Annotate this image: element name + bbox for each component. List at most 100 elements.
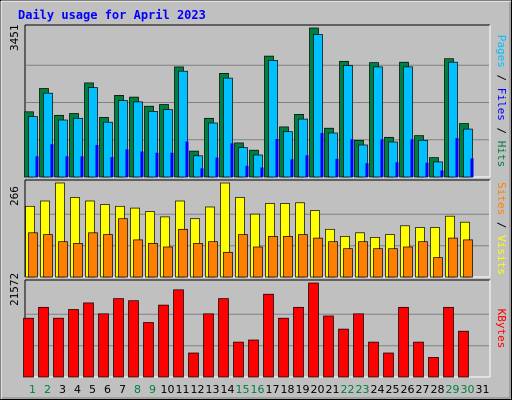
bar-sites-day-26 [403, 246, 413, 278]
x-tick-day-7: 7 [119, 383, 126, 396]
bar-files-day-19 [298, 118, 308, 178]
bar-kbytes-day-21 [323, 315, 334, 378]
bar-pages-day-16 [260, 167, 264, 177]
x-tick-day-16: 16 [251, 383, 265, 396]
bar-files-day-10 [163, 109, 173, 178]
bar-sites-day-4 [73, 243, 83, 278]
bar-kbytes-day-16 [248, 339, 259, 378]
series-axis-label-part: Files [495, 88, 508, 121]
bar-kbytes-day-18 [278, 317, 289, 378]
bar-pages-day-5 [95, 145, 99, 177]
bar-kbytes-day-26 [398, 306, 409, 378]
y-max-label: 266 [8, 186, 21, 206]
x-tick-day-12: 12 [191, 383, 205, 396]
bar-sites-day-18 [283, 236, 293, 278]
bar-pages-day-27 [425, 162, 429, 177]
x-tick-day-5: 5 [89, 383, 96, 396]
bar-pages-day-21 [335, 158, 339, 177]
series-axis-label-part: Visits [495, 235, 508, 275]
series-axis-label-part: Pages [495, 35, 508, 68]
bar-kbytes-day-24 [368, 341, 379, 378]
bar-files-day-13 [208, 122, 218, 178]
bar-files-day-9 [148, 111, 158, 178]
bar-files-day-20 [313, 34, 323, 178]
bar-files-day-14 [223, 77, 233, 178]
bar-files-day-25 [388, 141, 398, 178]
x-tick-day-21: 21 [326, 383, 340, 396]
bar-sites-day-14 [223, 251, 233, 278]
bar-files-day-22 [343, 65, 353, 178]
bar-kbytes-day-19 [293, 306, 304, 378]
x-tick-day-31: 31 [476, 383, 490, 396]
bar-pages-day-29 [455, 138, 459, 177]
bar-kbytes-day-30 [458, 330, 469, 378]
bar-files-day-7 [118, 100, 128, 178]
bar-sites-day-6 [103, 234, 113, 278]
bar-files-day-8 [133, 101, 143, 178]
series-axis-label-part: / [495, 215, 508, 235]
bar-sites-day-11 [178, 228, 188, 278]
bar-sites-day-29 [448, 237, 458, 278]
x-tick-day-24: 24 [371, 383, 385, 396]
bar-pages-day-25 [395, 162, 399, 177]
bar-pages-day-12 [200, 168, 204, 177]
bar-files-day-2 [43, 92, 53, 178]
bar-pages-day-15 [245, 165, 249, 177]
bar-files-day-1 [28, 116, 38, 178]
x-tick-day-14: 14 [221, 383, 235, 396]
bar-kbytes-day-22 [338, 328, 349, 378]
bar-kbytes-day-12 [188, 352, 199, 378]
bar-kbytes-day-9 [143, 322, 154, 378]
series-axis-label: KBytes [495, 309, 508, 349]
bar-sites-day-10 [163, 246, 173, 278]
bar-files-day-11 [178, 70, 188, 178]
series-axis-label-part: KBytes [495, 309, 508, 349]
bar-kbytes-day-15 [233, 341, 244, 378]
x-tick-day-11: 11 [176, 383, 190, 396]
bar-files-day-3 [58, 119, 68, 178]
bar-sites-day-7 [118, 218, 128, 278]
bar-kbytes-day-8 [128, 300, 139, 378]
bar-kbytes-day-4 [68, 309, 79, 378]
chart-panels: 3451 Pages / Files / Hits 266 Sites / Visit… [8, 24, 508, 378]
bar-pages-day-28 [440, 170, 444, 177]
panel-kbytes: 21572 KBytes [8, 273, 508, 378]
x-axis-ticks: 1 2 3 4 5 6 7 8 9 10 11 12 13 14 15 16 17 18 19 20 21 22 23 24 2… [29, 383, 490, 396]
bar-pages-day-9 [155, 152, 159, 177]
x-tick-day-4: 4 [74, 383, 81, 396]
bar-pages-day-8 [140, 151, 144, 177]
bar-files-day-23 [358, 144, 368, 178]
x-tick-day-26: 26 [401, 383, 415, 396]
bar-kbytes-day-6 [98, 313, 109, 378]
bar-files-day-21 [328, 132, 338, 178]
bar-sites-day-16 [253, 246, 263, 278]
bar-pages-day-24 [380, 139, 384, 177]
y-max-label: 3451 [8, 25, 21, 52]
panel-visits_sites: 266 Sites / Visits [8, 179, 508, 278]
bar-sites-day-28 [433, 257, 443, 278]
x-tick-day-18: 18 [281, 383, 295, 396]
bar-files-day-5 [88, 87, 98, 178]
bar-kbytes-day-28 [428, 357, 439, 378]
bar-pages-day-14 [230, 143, 234, 177]
bar-sites-day-19 [298, 234, 308, 278]
bar-pages-day-1 [35, 156, 39, 177]
x-tick-day-8: 8 [134, 383, 141, 396]
bar-pages-day-20 [320, 133, 324, 177]
bar-kbytes-day-7 [113, 298, 124, 378]
bar-kbytes-day-5 [83, 302, 94, 378]
bar-pages-day-19 [305, 155, 309, 177]
bar-kbytes-day-17 [263, 293, 274, 378]
bar-kbytes-day-2 [38, 306, 49, 378]
x-tick-day-10: 10 [161, 383, 175, 396]
bar-sites-day-24 [373, 248, 383, 278]
bar-kbytes-day-3 [53, 317, 64, 378]
bar-sites-day-20 [313, 237, 323, 278]
series-axis-label-part: Hits [495, 141, 508, 168]
bar-pages-day-2 [50, 144, 54, 177]
bar-sites-day-17 [268, 236, 278, 278]
bar-files-day-30 [463, 128, 473, 178]
bar-files-day-16 [253, 154, 263, 178]
bar-pages-day-3 [65, 156, 69, 177]
bar-files-day-6 [103, 121, 113, 178]
